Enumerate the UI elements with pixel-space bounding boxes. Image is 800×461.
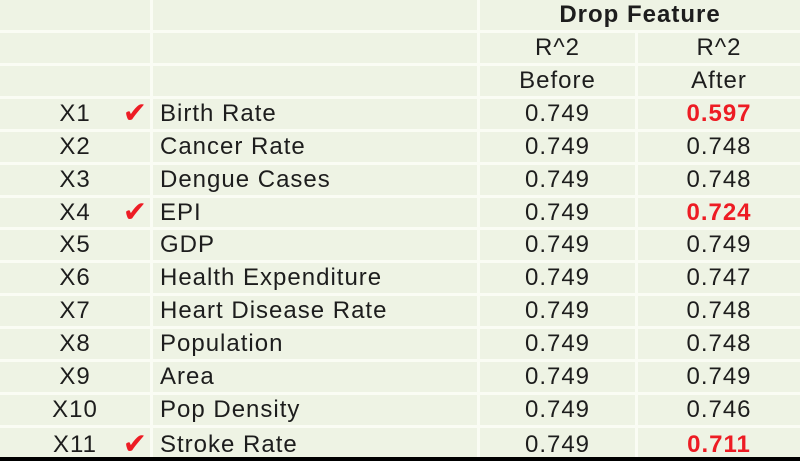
table-row-id-cell: X7 [0,296,153,330]
check-icon: ✔ [122,425,148,460]
table-row-id-cell: X11 ✔ [0,428,153,461]
x-label: X8 [59,330,91,358]
r2-before-value: 0.749 [480,98,638,132]
feature-name-cell: Population [153,329,480,363]
r2-after-value: 0.748 [638,329,800,363]
header-spacer [153,65,480,99]
r2-after-value: 0.597 [638,99,800,132]
header-spacer [0,32,153,66]
header-spacer [0,65,153,99]
feature-name-cell: Health Expenditure [153,263,480,297]
x-label: X6 [59,264,91,292]
r2-after-value: 0.748 [638,132,800,165]
x-label: X9 [59,363,91,391]
r2-before-value: 0.749 [480,329,638,363]
check-icon: ✔ [122,193,148,228]
r2-before-value: 0.749 [480,164,638,198]
r2-after-value: 0.749 [638,362,800,396]
header-spacer [153,0,480,33]
r2-before-value: 0.749 [480,263,638,297]
table-row-id-cell: X10 [0,395,153,429]
table-row-id-cell: X8 [0,329,153,363]
x-label: X3 [59,165,91,193]
feature-name-cell: Dengue Cases [153,164,480,198]
r2-after-value: 0.746 [638,395,800,429]
table-row-id-cell: X4 ✔ [0,193,153,231]
r2-after-value: 0.747 [638,263,800,297]
r2-before-value: 0.749 [480,362,638,396]
x-label: X5 [59,231,91,259]
r2-after-value: 0.711 [687,430,751,458]
feature-name-cell: Heart Disease Rate [153,296,480,330]
x-label: X7 [59,297,91,325]
r2-before-value: 0.749 [480,395,638,429]
before-label: Before [480,65,638,99]
r2-before-value: 0.749 [480,131,638,165]
feature-name-cell: Cancer Rate [153,131,480,165]
r2-after-header: R^2 [638,33,800,66]
feature-name-cell: Birth Rate [153,98,480,132]
table-row-id-cell: X3 [0,164,153,198]
r2-before-value: 0.749 [480,230,638,264]
r2-after-value: 0.724 [638,198,800,231]
feature-name-cell: Area [153,362,480,396]
r2-before-value: 0.749 [480,428,638,461]
feature-name-cell: Pop Density [153,395,480,429]
table-row-id-cell: X9 [0,362,153,396]
x-label: X11 [53,430,97,458]
x-label: X1 [59,99,91,127]
table-row-id-cell: X6 [0,263,153,297]
after-label: After [638,66,800,99]
drop-feature-group-header: Drop Feature [480,0,800,33]
r2-before-value: 0.749 [480,296,638,330]
r2-after-value: 0.748 [638,296,800,330]
table-row-id-cell: X1 ✔ [0,95,153,132]
check-icon: ✔ [122,95,148,130]
table-row-id-cell: X5 [0,230,153,264]
r2-after-value: 0.749 [638,230,800,264]
x-label: X10 [52,396,98,424]
x-label: X2 [59,132,91,160]
r2-before-header: R^2 [480,32,638,66]
feature-name-cell: GDP [153,230,480,264]
feature-name-cell: EPI [153,197,480,231]
slide-bottom-border [0,457,800,461]
table-row-id-cell: X2 [0,131,153,165]
r2-before-value: 0.749 [480,197,638,231]
header-spacer [153,32,480,66]
header-spacer [0,0,153,33]
x-label: X4 [59,198,91,226]
feature-name-cell: Stroke Rate [153,428,480,461]
r2-after-value: 0.748 [638,165,800,198]
